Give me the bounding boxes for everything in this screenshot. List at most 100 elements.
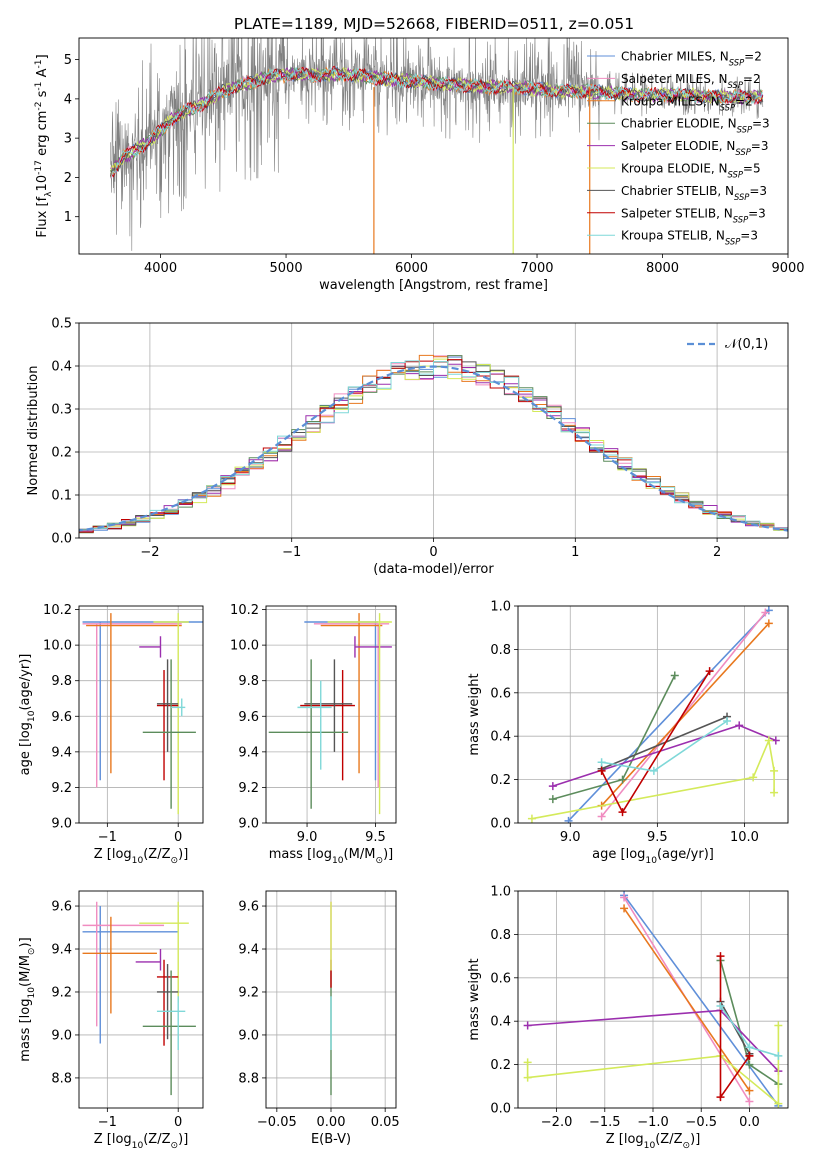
x-tick-label: −0.05 [257,1115,297,1130]
axes-frame [78,322,789,539]
marker-kroupa_miles [620,904,629,913]
marker-chabrier_miles [564,816,573,823]
marker-kroupa_stelib [774,1051,783,1060]
y-tick-label: 9.4 [51,943,72,958]
marker-kroupa_elodie [770,766,779,775]
marker-kroupa_elodie [770,788,779,797]
x-axis-label: Z [log10​(Z/Z⊙​)] [606,1132,701,1151]
spectrum-legend: Chabrier MILES, NSSP​=2 Salpeter MILES, N… [587,50,770,247]
x-axis-label: Z [log10​(Z/Z⊙​)] [94,1132,189,1151]
x-tick-label: 0 [429,545,437,560]
y-tick-label: 9.0 [238,1028,259,1043]
x-tick-label: 9000 [771,261,804,276]
model-spectrum-salpeter_stelib [110,65,764,178]
axes-frame [78,890,204,1109]
y-tick-label: 9.4 [238,943,259,958]
y-tick-label: 0.0 [51,532,72,547]
y-tick-label: 8.8 [51,1071,72,1086]
mass-weight-vs-age-panel-axes: 9.0 9.5 10.0 0.0 0.2 0.4 0.6 0.8 1.0 age [log10​(… [467,600,789,866]
x-axis-label: E(B-V) [311,1132,351,1147]
y-tick-label: 0.6 [490,686,511,701]
y-tick-label: 9.2 [51,781,72,796]
x-tick-label: −1 [98,1115,117,1130]
model-spectrum-salpeter_elodie [110,66,764,170]
marker-chabrier_elodie [548,795,557,804]
y-tick-label: 9.2 [238,985,259,1000]
legend-label-kroupa_stelib: Kroupa STELIB, NSSP​=3 [621,229,758,247]
marker-kroupa_elodie [749,773,758,782]
figure-title: PLATE=1189, MJD=52668, FIBERID=0511, z=0… [234,15,634,33]
x-tick-label: 4000 [144,261,177,276]
y-tick-label: 0.4 [490,1015,511,1030]
y-tick-label: 0.5 [51,317,72,332]
mass-vs-Z-panel-axes: −1 0 8.8 9.0 9.2 9.4 9.6 Z [log10​(Z/Z⊙​)] mass … [18,890,204,1151]
residual-panel-axes: −2 −1 0 1 2 0.0 0.1 0.2 0.3 0.4 0.5 (data-model)/er… [26,317,789,577]
x-tick-label: −2.0 [541,1115,573,1130]
axes-frame [265,890,397,1109]
y-axis-label: Normed distribution [26,366,41,496]
y-axis-label: mass weight [467,673,482,755]
y-tick-label: 9.6 [238,710,259,725]
x-tick-label: 1 [571,545,579,560]
x-tick-label: 0.00 [317,1115,346,1130]
age-vs-mass-panel-axes: 9.0 9.5 9.0 9.2 9.4 9.6 9.8 10.0 10.2 mass [log10… [230,603,397,866]
model-spectrum-kroupa_stelib [110,66,764,179]
y-tick-label: 9.6 [51,900,72,915]
axes-frame [517,890,789,1109]
y-tick-label: 9.8 [51,674,72,689]
age-vs-Z-panel-plot [82,613,203,815]
x-tick-label: 0.0 [739,1115,760,1130]
x-tick-label: −1 [282,545,301,560]
marker-chabrier_elodie [670,671,679,680]
marker-salpeter_elodie [771,736,780,745]
series-salpeter_stelib [600,670,711,814]
gaussian-curve [79,365,788,532]
x-tick-label: −0.5 [685,1115,717,1130]
marker-kroupa_elodie [764,736,773,745]
y-tick-label: 3 [64,132,72,147]
y-tick-label: 10.2 [43,603,72,618]
x-tick-label: 7000 [520,261,553,276]
x-tick-label: 0 [174,1115,182,1130]
mass-weight-vs-Z-panel-plot [523,891,783,1108]
y-tick-label: 9.6 [51,710,72,725]
marker-kroupa_stelib [649,766,658,775]
histogram-kroupa_stelib [79,360,788,534]
y-tick-label: 9.4 [238,745,259,760]
y-tick-label: 0.4 [490,730,511,745]
legend-label-salpeter_elodie: Salpeter ELODIE, NSSP​=3 [621,139,769,157]
age-vs-mass-panel-plot [268,613,392,815]
y-tick-label: 1 [64,210,72,225]
x-tick-label: 9.5 [647,830,668,845]
marker-kroupa_elodie [523,1073,532,1082]
marker-kroupa_elodie [523,1058,532,1067]
series-chabrier_miles [623,894,780,1107]
axes-frame [517,605,789,824]
y-tick-label: 9.0 [51,817,72,832]
marker-salpeter_elodie [523,1021,532,1030]
y-tick-label: 9.2 [51,985,72,1000]
x-axis-label: mass [log10​(M/M⊙​)] [269,847,393,866]
legend-label-chabrier_elodie: Chabrier ELODIE, NSSP​=3 [621,117,770,135]
y-tick-label: 0.0 [490,817,511,832]
marker-kroupa_stelib [745,1043,754,1052]
marker-salpeter_stelib [705,667,714,676]
marker-salpeter_elodie [548,782,557,791]
x-axis-label: wavelength [Angstrom, rest frame] [319,278,548,293]
y-tick-label: 5 [64,53,72,68]
spectrum-panel-axes: 4000 5000 6000 7000 8000 9000 1 2 3 4 5 wavelength … [34,37,805,293]
y-tick-label: 9.8 [238,674,259,689]
y-tick-label: 8.8 [238,1071,259,1086]
legend-label-salpeter_stelib: Salpeter STELIB, NSSP​=3 [621,206,766,224]
y-tick-label: 9.2 [238,781,259,796]
marker-kroupa_elodie [774,1021,783,1030]
mass-weight-vs-age-panel-plot [527,606,780,823]
y-tick-label: 0.2 [51,446,72,461]
x-tick-label: 2 [713,545,721,560]
residual-panel-plot [79,354,788,535]
legend-label-chabrier_stelib: Chabrier STELIB, NSSP​=3 [621,184,767,202]
marker-salpeter_miles [597,812,606,821]
y-tick-label: 2 [64,171,72,186]
marker-salpeter_elodie [735,721,744,730]
